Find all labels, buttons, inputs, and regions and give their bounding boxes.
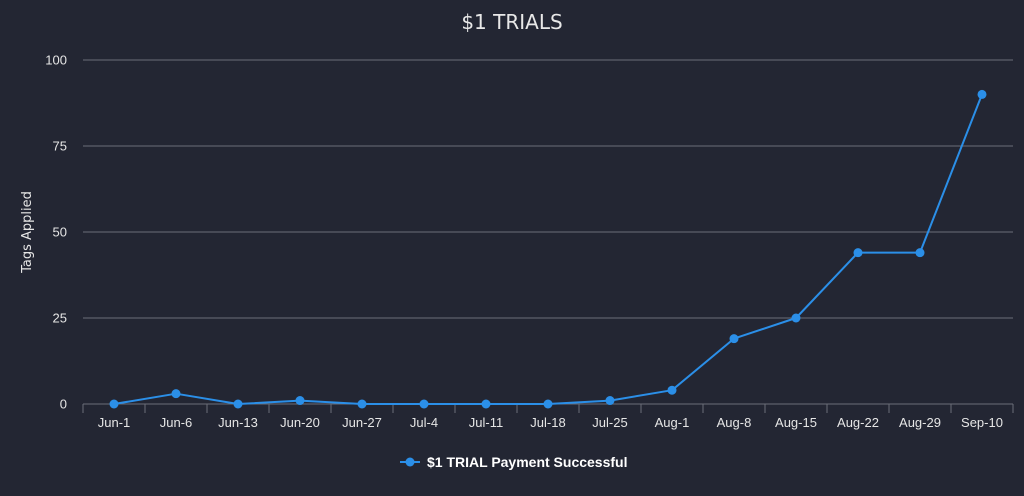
y-tick-label: 50 [53,225,67,240]
data-point[interactable] [543,399,553,409]
data-point[interactable] [977,89,987,99]
y-tick-label: 75 [53,139,67,154]
y-axis-ticks: 0 25 50 75 100 [45,53,67,412]
y-tick-label: 25 [53,311,67,326]
legend[interactable]: $1 TRIAL Payment Successful [400,454,627,470]
chart-title: $1 TRIALS [461,10,562,34]
x-tick-label: Jul-25 [592,415,627,430]
x-tick-label: Jul-18 [530,415,565,430]
legend-item-label[interactable]: $1 TRIAL Payment Successful [427,454,627,470]
x-axis: Jun-1 Jun-6 Jun-13 Jun-20 Jun-27 Jul-4 Jul-11 J… [82,404,1014,430]
data-point[interactable] [729,334,739,344]
y-tick-label: 100 [45,53,67,68]
data-point[interactable] [109,399,119,409]
series-layer [109,89,987,409]
x-tick-label: Jun-20 [280,415,320,430]
y-tick-label: 0 [60,397,67,412]
data-point[interactable] [419,399,429,409]
x-tick-label: Jul-11 [469,415,503,430]
x-tick-label: Aug-8 [717,415,752,430]
x-tick-label: Jun-27 [342,415,382,430]
data-point[interactable] [853,248,863,258]
y-axis-label: Tags Applied [20,191,35,274]
legend-dot-marker [405,457,415,467]
grid-lines [83,59,1013,405]
x-tick-label: Jun-6 [160,415,193,430]
data-point[interactable] [605,396,615,406]
x-tick-label: Jun-13 [218,415,258,430]
x-tick-label: Aug-1 [655,415,690,430]
x-tick-label: Aug-22 [837,415,879,430]
data-point[interactable] [791,313,801,323]
series-line [113,94,983,405]
data-point[interactable] [915,248,925,258]
x-tick-label: Jul-4 [410,415,438,430]
x-tick-label: Aug-29 [899,415,941,430]
data-point[interactable] [481,399,491,409]
data-point[interactable] [357,399,367,409]
x-tick-label: Jun-1 [98,415,131,430]
x-tick-label: Sep-10 [961,415,1003,430]
data-point[interactable] [171,389,181,399]
data-point[interactable] [295,396,305,406]
data-point[interactable] [233,399,243,409]
data-point[interactable] [667,385,677,395]
x-tick-label: Aug-15 [775,415,817,430]
